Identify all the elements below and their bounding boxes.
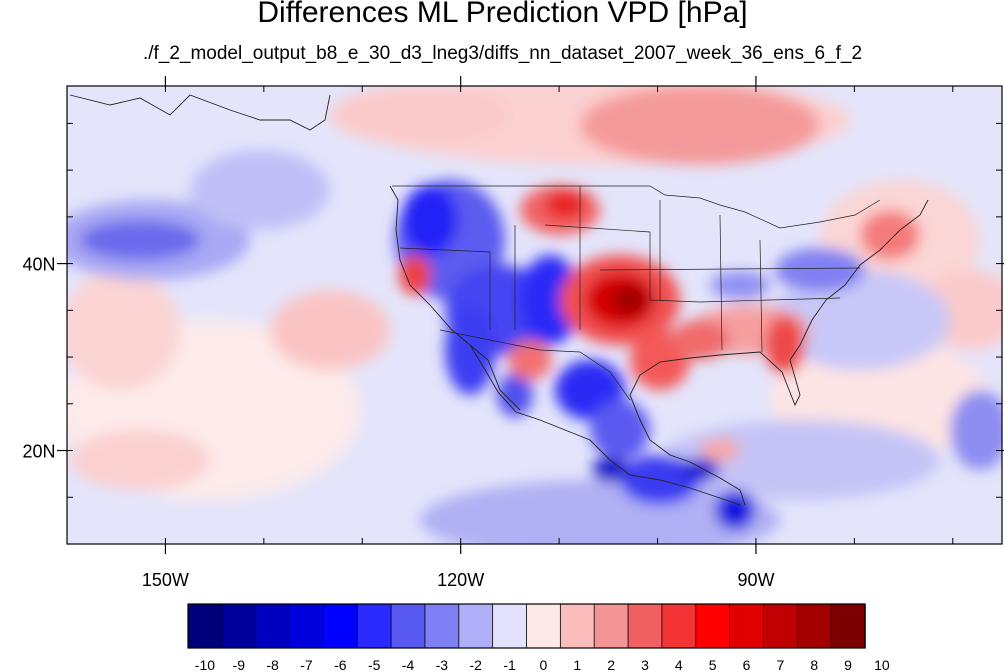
colorbar-swatch	[763, 603, 799, 649]
colorbar-label: -7	[300, 657, 313, 672]
colorbar-frame	[187, 603, 866, 649]
colorbar-swatch	[661, 603, 697, 649]
colorbar-label: -9	[233, 657, 246, 672]
colorbar-swatch	[221, 603, 257, 649]
colorbar-swatch	[322, 603, 358, 649]
colorbar-swatch	[627, 603, 663, 649]
lat-tick-label: 40N	[22, 255, 55, 275]
colorbar-label: 1	[573, 657, 581, 672]
colorbar-label: 10	[874, 657, 890, 672]
colorbar-label: 9	[844, 657, 852, 672]
colorbar-label: -1	[503, 657, 516, 672]
colorbar-label: -8	[266, 657, 279, 672]
map-frame	[66, 85, 1003, 545]
colorbar-swatch	[356, 603, 392, 649]
colorbar-label: 7	[776, 657, 784, 672]
colorbar-swatch	[289, 603, 325, 649]
colorbar-swatch	[526, 603, 562, 649]
map-field	[67, 86, 1002, 544]
colorbar-label: 4	[675, 657, 683, 672]
lat-tick-label: 20N	[22, 442, 55, 462]
colorbar-label: 5	[709, 657, 717, 672]
lon-tick-label: 120W	[437, 570, 484, 590]
colorbar-swatch	[830, 603, 866, 649]
colorbar: -10 -9 -8 -7 -6 -5 -4 -3 -2 -1 0 1 2 3 4 5 6 7 8 9 10	[187, 603, 890, 672]
political-borders	[392, 185, 881, 401]
lon-tick-label: 90W	[737, 570, 774, 590]
colorbar-swatch	[390, 603, 426, 649]
colorbar-label: -10	[195, 657, 215, 672]
colorbar-swatch	[492, 603, 528, 649]
colorbar-label: -2	[469, 657, 482, 672]
colorbar-swatch	[458, 603, 494, 649]
colorbar-label: 6	[743, 657, 751, 672]
colorbar-swatch	[255, 603, 291, 649]
lon-tick-label: 150W	[142, 570, 189, 590]
colorbar-label: 2	[607, 657, 615, 672]
difference-field	[67, 86, 1002, 544]
colorbar-label: 8	[810, 657, 818, 672]
colorbar-swatch	[593, 603, 629, 649]
colorbar-label: -4	[402, 657, 415, 672]
colorbar-label: -3	[436, 657, 449, 672]
colorbar-label: 3	[641, 657, 649, 672]
plot-title: Differences ML Prediction VPD [hPa]	[257, 0, 748, 29]
coastlines	[69, 94, 929, 506]
colorbar-swatch	[187, 603, 223, 649]
colorbar-swatch	[424, 603, 460, 649]
colorbar-label: -5	[368, 657, 381, 672]
colorbar-label: -6	[334, 657, 347, 672]
colorbar-label: 0	[540, 657, 548, 672]
map-axes: 150W 120W 90W 40N 20N	[22, 76, 1004, 590]
plot-subtitle: ./f_2_model_output_b8_e_30_d3_lneg3/diff…	[142, 43, 863, 64]
colorbar-swatch	[796, 603, 832, 649]
colorbar-swatch	[559, 603, 595, 649]
colorbar-swatch	[729, 603, 765, 649]
colorbar-swatch	[695, 603, 731, 649]
